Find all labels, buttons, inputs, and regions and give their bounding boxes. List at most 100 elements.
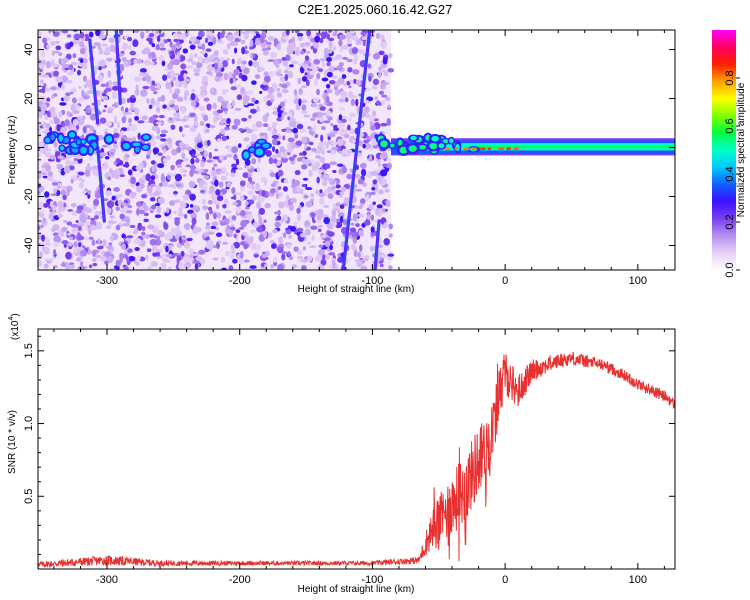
noise-speckle	[66, 189, 70, 197]
noise-speckle	[212, 257, 219, 261]
noise-speckle	[350, 222, 355, 226]
noise-speckle	[151, 43, 156, 48]
noise-speckle	[108, 79, 113, 87]
signal-blob-core	[132, 142, 141, 147]
noise-speckle	[263, 75, 271, 83]
noise-speckle	[144, 255, 149, 261]
noise-speckle	[360, 31, 367, 36]
noise-speckle	[140, 31, 145, 39]
noise-speckle	[358, 150, 362, 154]
noise-speckle	[40, 107, 46, 116]
noise-speckle	[224, 250, 231, 257]
noise-speckle	[210, 194, 216, 199]
noise-speckle	[227, 104, 232, 109]
noise-speckle	[350, 95, 358, 98]
noise-speckle	[76, 69, 82, 76]
noise-speckle	[59, 232, 65, 237]
noise-speckle	[319, 189, 323, 194]
noise-speckle	[320, 31, 327, 40]
noise-speckle	[266, 94, 274, 99]
noise-speckle	[64, 119, 71, 127]
signal-blob-core	[59, 145, 65, 151]
noise-speckle	[156, 252, 161, 257]
noise-speckle	[189, 112, 197, 118]
noise-speckle	[229, 40, 236, 47]
noise-speckle	[258, 207, 266, 215]
noise-speckle	[302, 246, 307, 251]
snr-series-line	[38, 351, 675, 569]
noise-speckle	[320, 156, 325, 164]
noise-speckle	[365, 143, 372, 150]
noise-speckle	[310, 193, 315, 198]
noise-speckle	[337, 138, 344, 147]
noise-speckle	[300, 110, 308, 114]
noise-speckle	[172, 112, 180, 117]
noise-speckle	[335, 202, 341, 207]
noise-speckle	[38, 141, 45, 148]
noise-speckle	[182, 235, 186, 239]
noise-speckle	[277, 112, 282, 118]
noise-speckle	[75, 257, 82, 262]
noise-speckle	[216, 109, 223, 114]
noise-speckle	[89, 125, 95, 132]
noise-speckle	[286, 148, 293, 153]
noise-speckle	[339, 90, 348, 98]
noise-speckle	[46, 44, 50, 50]
noise-speckle	[98, 66, 102, 71]
noise-speckle	[79, 249, 88, 257]
noise-speckle	[80, 260, 84, 267]
noise-speckle	[141, 231, 146, 236]
noise-speckle	[243, 259, 250, 263]
noise-speckle	[388, 53, 393, 59]
noise-speckle	[331, 146, 338, 151]
snr-x-axis-title: Height of straight line (km)	[298, 584, 415, 595]
noise-speckle	[192, 227, 199, 235]
noise-speckle	[159, 133, 167, 137]
noise-speckle	[72, 119, 79, 126]
spectrogram-y-tick-label: 0	[23, 144, 35, 150]
noise-speckle	[269, 239, 275, 244]
noise-speckle	[190, 183, 196, 187]
noise-speckle	[280, 107, 286, 111]
spectrogram-y-tick-label: 40	[23, 43, 35, 55]
noise-speckle	[170, 99, 175, 104]
noise-speckle	[149, 238, 157, 246]
noise-speckle	[230, 249, 236, 255]
noise-speckle	[57, 200, 64, 208]
noise-speckle	[301, 85, 308, 89]
noise-speckle	[326, 88, 333, 94]
noise-speckle	[85, 207, 93, 214]
noise-speckle	[52, 204, 56, 212]
noise-speckle	[179, 201, 187, 209]
noise-speckle	[276, 92, 283, 98]
noise-speckle	[297, 77, 302, 85]
noise-speckle	[151, 204, 157, 210]
noise-speckle	[327, 177, 334, 182]
noise-speckle	[115, 158, 121, 164]
noise-speckle	[372, 53, 381, 60]
noise-speckle	[305, 201, 313, 208]
noise-speckle	[117, 193, 123, 199]
noise-speckle	[61, 185, 67, 190]
noise-speckle	[346, 58, 353, 63]
noise-speckle	[152, 251, 158, 257]
snr-multiplier-base: (x10	[10, 320, 21, 340]
noise-speckle	[220, 119, 224, 127]
noise-speckle	[335, 54, 342, 60]
noise-speckle	[280, 218, 284, 223]
noise-speckle	[304, 42, 311, 46]
noise-speckle	[51, 63, 59, 68]
noise-speckle	[310, 198, 315, 203]
noise-speckle	[183, 73, 187, 80]
noise-speckle	[321, 77, 329, 82]
noise-speckle	[108, 37, 115, 43]
noise-speckle	[282, 186, 288, 192]
noise-speckle	[195, 157, 200, 164]
noise-speckle	[39, 64, 45, 70]
noise-speckle	[171, 238, 178, 243]
noise-speckle	[212, 102, 217, 110]
noise-speckle	[113, 115, 118, 124]
noise-speckle	[72, 87, 77, 93]
signal-blob-core	[88, 147, 93, 154]
noise-speckle	[281, 156, 288, 163]
